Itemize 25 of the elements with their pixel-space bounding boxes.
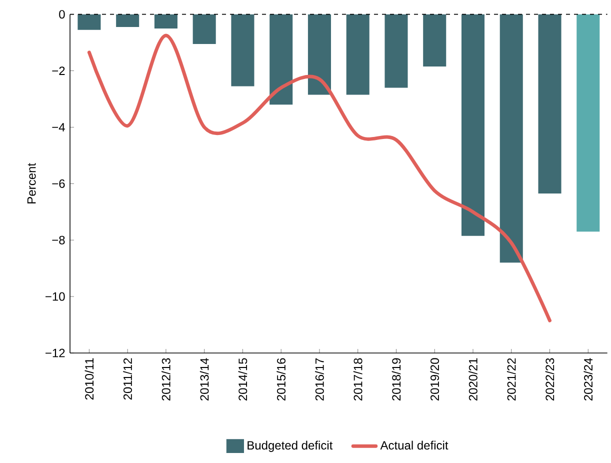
x-tick-label: 2019/20	[430, 358, 440, 400]
y-tick-label: −2	[52, 66, 65, 75]
x-tick-label: 2020/21	[468, 358, 478, 400]
x-tick-label: 2022/23	[545, 358, 554, 400]
x-tick-label: 2016/17	[315, 358, 324, 400]
y-tick-label: −12	[46, 348, 65, 358]
legend-label: Budgeted deficit	[248, 440, 333, 452]
x-tick-label: 2010/11	[84, 358, 94, 400]
y-tick-label: −8	[52, 236, 65, 244]
x-tick-label: 2011/12	[123, 358, 132, 400]
x-tick-label: 2013/14	[200, 358, 209, 400]
x-tick-label: 2015/16	[276, 358, 286, 400]
x-tick-label: 2014/15	[238, 358, 248, 400]
x-tick-label: 2017/18	[353, 358, 362, 400]
legend-label: Actual deficit	[380, 440, 448, 450]
y-tick-label: −10	[46, 292, 65, 301]
x-tick-label: 2023/24	[584, 358, 593, 400]
y-axis-title: Percent	[27, 163, 36, 204]
x-tick-label: 2012/13	[162, 358, 170, 400]
y-tick-label: −6	[52, 179, 65, 188]
y-tick-label: −4	[52, 123, 65, 132]
x-tick-label: 2018/19	[392, 358, 401, 400]
y-tick-label: 0	[59, 10, 65, 19]
line-series	[87, 34, 552, 322]
x-tick-label: 2021/22	[506, 358, 516, 400]
